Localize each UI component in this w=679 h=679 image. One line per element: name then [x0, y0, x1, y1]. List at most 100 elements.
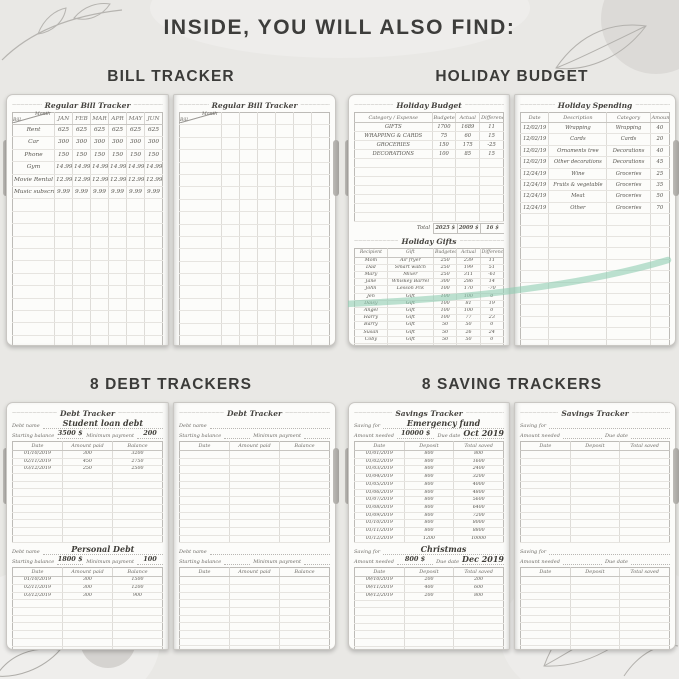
table-cell	[520, 630, 571, 639]
bill-month-corner: Month Bill	[12, 112, 52, 123]
table-cell: Gift	[387, 293, 435, 301]
table-cell	[126, 223, 145, 237]
table-cell	[570, 576, 621, 585]
table-cell	[520, 645, 571, 649]
notebook-page-title: Holiday Spending	[557, 101, 633, 110]
table-cell	[293, 261, 312, 275]
table-cell	[354, 185, 433, 195]
table-cell	[354, 343, 388, 345]
debt-tracker-right-page: Debt Tracker Debt name Starting balance …	[173, 402, 336, 650]
saving-for-blank	[549, 428, 670, 429]
table-row	[179, 615, 330, 624]
table-cell: 01/09/2019	[354, 512, 405, 521]
column-header: Total saved	[453, 567, 504, 578]
table-cell: 12.99	[126, 174, 145, 188]
debt-fields: Debt name Starting balance Minimum payme…	[179, 420, 331, 439]
table-cell	[650, 225, 670, 238]
wavy-divider	[465, 102, 504, 109]
savings-fields: Saving for Amount needed Due date	[520, 420, 670, 439]
table-cell	[293, 186, 312, 200]
table-row: WRAPPING & CARDS 75 60 15	[354, 131, 504, 141]
table-cell	[520, 236, 550, 249]
wavy-divider	[635, 102, 670, 109]
column-header: Gift	[387, 248, 435, 258]
table-row: Jen Gift 100 100 0	[354, 293, 504, 301]
table-cell: Total	[416, 225, 430, 231]
table-cell	[619, 599, 670, 608]
table-row: 12/24/19 Wine Groceries 25	[520, 168, 670, 181]
table-cell	[12, 504, 63, 513]
table-cell: 800	[404, 481, 455, 490]
table-cell	[520, 622, 571, 632]
column-header: Date	[179, 441, 230, 451]
table-cell	[179, 211, 222, 225]
table-cell	[311, 137, 330, 151]
table-cell: 02/11/2019	[12, 458, 63, 467]
table-cell	[606, 259, 651, 272]
savings-table-1: Date Deposit Total saved 01/01/2019 800 800 01…	[354, 441, 504, 544]
table-cell: Rent	[12, 124, 55, 138]
table-cell	[62, 473, 113, 482]
table-row	[520, 645, 670, 649]
table-cell	[179, 298, 222, 312]
table-cell	[570, 535, 621, 544]
table-cell	[570, 527, 621, 536]
table-cell: 2025 $	[433, 223, 458, 234]
table-cell	[455, 203, 481, 213]
table-row	[179, 638, 330, 647]
table-cell	[279, 584, 330, 593]
amount-needed-blank	[562, 564, 602, 566]
column-header: Category / Expense	[354, 112, 433, 123]
table-cell: Whiskey Barrel	[387, 278, 435, 287]
table-row	[179, 323, 330, 337]
table-cell	[570, 496, 621, 505]
table-header-row: Date Amount paid Balance	[12, 567, 163, 578]
table-cell: 50	[433, 321, 458, 330]
table-cell	[311, 199, 330, 213]
holiday-budget-section: HOLIDAY BUDGET Holiday Budget Category /…	[345, 66, 679, 346]
table-row: GIFTS 1700 1689 11	[354, 122, 504, 132]
table-cell	[12, 599, 63, 609]
table-cell	[570, 645, 621, 649]
table-cell	[239, 112, 258, 126]
due-date-value: Oct 2019	[463, 428, 504, 439]
table-cell: 9.99	[54, 186, 73, 200]
table-row: 09/10/2019 200 200	[354, 576, 504, 586]
table-row	[520, 225, 670, 238]
table-cell: Ornaments tree	[548, 145, 608, 158]
table-cell	[257, 248, 276, 262]
table-cell: Decorations	[606, 145, 651, 158]
table-cell	[90, 248, 109, 262]
table-cell: 9.99	[108, 186, 127, 200]
table-cell	[112, 615, 163, 624]
table-row: 01/10/2019 300 1500	[12, 576, 163, 585]
table-cell	[112, 504, 163, 513]
holiday-spending-page: Holiday Spending DateDescriptionCategory…	[514, 94, 676, 346]
table-cell	[12, 527, 63, 536]
column-header: Difference	[480, 248, 504, 258]
table-cell	[619, 458, 670, 467]
table-row	[520, 339, 670, 345]
table-cell	[12, 646, 63, 649]
table-row: Susan Gift 50 26 24	[354, 329, 504, 337]
table-cell	[293, 310, 312, 324]
table-cell: 01/10/2019	[12, 450, 63, 459]
table-cell: 9.99	[72, 186, 91, 200]
table-cell	[239, 248, 258, 262]
table-cell	[520, 638, 571, 647]
table-cell	[520, 225, 550, 238]
table-cell	[293, 236, 312, 250]
table-row	[179, 622, 330, 632]
page-header: Holiday Budget	[354, 100, 504, 111]
savings-fields: Saving for Amount needed Due date	[520, 546, 670, 566]
table-cell: Phone	[12, 149, 55, 163]
table-row	[520, 615, 670, 624]
table-cell: Groceries	[606, 179, 651, 192]
bill-tracker-left-page: Regular Bill Tracker JANFEBMARAPRMAYJUNR…	[6, 94, 169, 346]
table-row	[520, 607, 670, 616]
notebook-page-title: Regular Bill Tracker	[211, 101, 298, 110]
table-cell: 51	[480, 264, 504, 273]
table-cell: 1200	[404, 535, 455, 544]
table-row: 02/11/2019 450 2750	[12, 458, 163, 467]
